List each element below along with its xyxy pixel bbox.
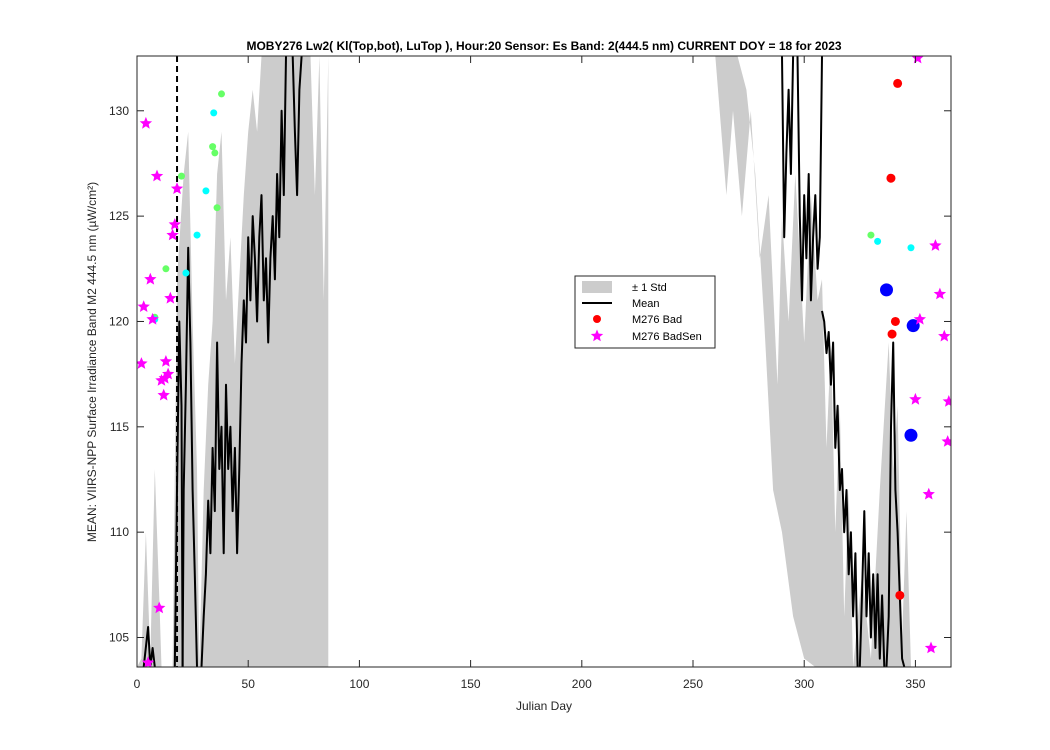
bad-point	[895, 590, 905, 600]
green-point	[211, 149, 219, 157]
legend-star-shape	[590, 329, 604, 342]
badsen-point	[924, 641, 938, 654]
badsen-point	[137, 357, 148, 369]
legend-badsen-swatch	[590, 329, 604, 342]
current-point	[880, 283, 894, 297]
y-tick-label: 110	[110, 525, 129, 539]
green-point	[209, 143, 217, 151]
x-tick-label: 50	[242, 677, 256, 691]
y-tick-label: 105	[109, 631, 129, 645]
badsen-point	[913, 312, 926, 325]
green-point	[177, 172, 185, 180]
mean-line-segment	[181, 246, 198, 667]
x-tick-label: 300	[794, 677, 814, 691]
std-band-segment	[199, 56, 329, 667]
badsen-point	[164, 291, 177, 304]
badsen-point	[144, 272, 157, 285]
badsen-point	[139, 116, 153, 129]
legend-std-swatch	[582, 281, 612, 293]
mean-line-segment	[142, 626, 156, 667]
badsen-point	[942, 395, 951, 407]
std-band-layer	[137, 56, 911, 667]
std-band-segment	[853, 342, 911, 667]
y-tick-label: 130	[109, 104, 129, 118]
x-tick-label: 250	[683, 677, 703, 691]
badsen-point	[166, 228, 179, 241]
legend-bad-swatch	[593, 315, 601, 323]
mean-line-segment	[781, 56, 795, 239]
x-tick-label: 150	[461, 677, 481, 691]
badsen-point	[137, 300, 150, 312]
chart-title: MOBY276 Lw2( Kl(Top,bot), LuTop ), Hour:…	[246, 39, 841, 53]
mean-line-layer	[142, 56, 906, 667]
badsen-point	[941, 435, 951, 447]
badsen-point	[909, 392, 922, 405]
badsen-point	[162, 367, 175, 380]
std-band-segment	[137, 469, 162, 667]
badsen-point	[168, 218, 181, 230]
badsen-point	[150, 169, 164, 182]
current-point	[906, 319, 920, 333]
y-axis-label: MEAN: VIIRS-NPP Surface Irradiance Band …	[85, 182, 99, 542]
ticks-layer: 0 50 100 150 200 250 300 350 105 110 115 120 125 130	[109, 56, 951, 691]
x-tick-label: 0	[134, 677, 141, 691]
cyan-point	[210, 109, 218, 117]
mean-line-segment	[291, 56, 303, 197]
x-axis-label: Julian Day	[516, 699, 572, 713]
cyan-point	[182, 269, 190, 277]
mean-line-segment	[796, 56, 823, 302]
badsen-point	[155, 374, 168, 386]
cyan-point	[874, 237, 882, 245]
badsen-point	[146, 312, 159, 325]
green-point	[162, 265, 170, 273]
badsen-point	[929, 239, 942, 251]
x-tick-label: 350	[905, 677, 925, 691]
y-tick-label: 125	[109, 209, 129, 223]
legend-mean-label: Mean	[632, 298, 660, 310]
legend-badsen-label: M276 BadSen	[632, 331, 702, 343]
badsen-point	[911, 56, 924, 64]
mean-line-segment	[858, 510, 886, 667]
cyan-point	[907, 244, 915, 252]
green-point	[213, 204, 221, 212]
y-tick-label: 120	[109, 314, 129, 328]
bad-point	[886, 173, 896, 183]
badsen-point	[938, 329, 951, 342]
badsen-point	[922, 487, 935, 500]
legend: ± 1 Std Mean M276 Bad M276 BadSen	[574, 275, 716, 349]
current-point	[904, 428, 918, 442]
legend-std-label: ± 1 Std	[632, 282, 667, 294]
plot-frame	[136, 55, 952, 668]
cyan-point	[202, 187, 210, 195]
badsen-point	[159, 355, 173, 367]
cyan-point	[193, 231, 201, 239]
badsen-point	[933, 287, 947, 300]
bad-point	[887, 329, 897, 339]
legend-bad-label: M276 Bad	[632, 314, 682, 326]
std-band-segment	[715, 56, 854, 667]
x-tick-label: 100	[349, 677, 369, 691]
mean-line-segment	[821, 310, 859, 667]
mean-line-segment	[200, 56, 287, 667]
x-tick-label: 200	[572, 677, 592, 691]
points-layer	[137, 56, 951, 667]
badsen-point	[153, 601, 166, 614]
badsen-point	[141, 656, 155, 667]
mean-line-segment	[885, 341, 906, 667]
bad-point	[890, 316, 900, 326]
green-point	[867, 231, 875, 239]
y-tick-label: 115	[110, 420, 129, 434]
badsen-point	[157, 388, 170, 401]
bad-point	[893, 78, 903, 88]
badsen-point	[170, 182, 184, 194]
green-point	[218, 90, 226, 98]
